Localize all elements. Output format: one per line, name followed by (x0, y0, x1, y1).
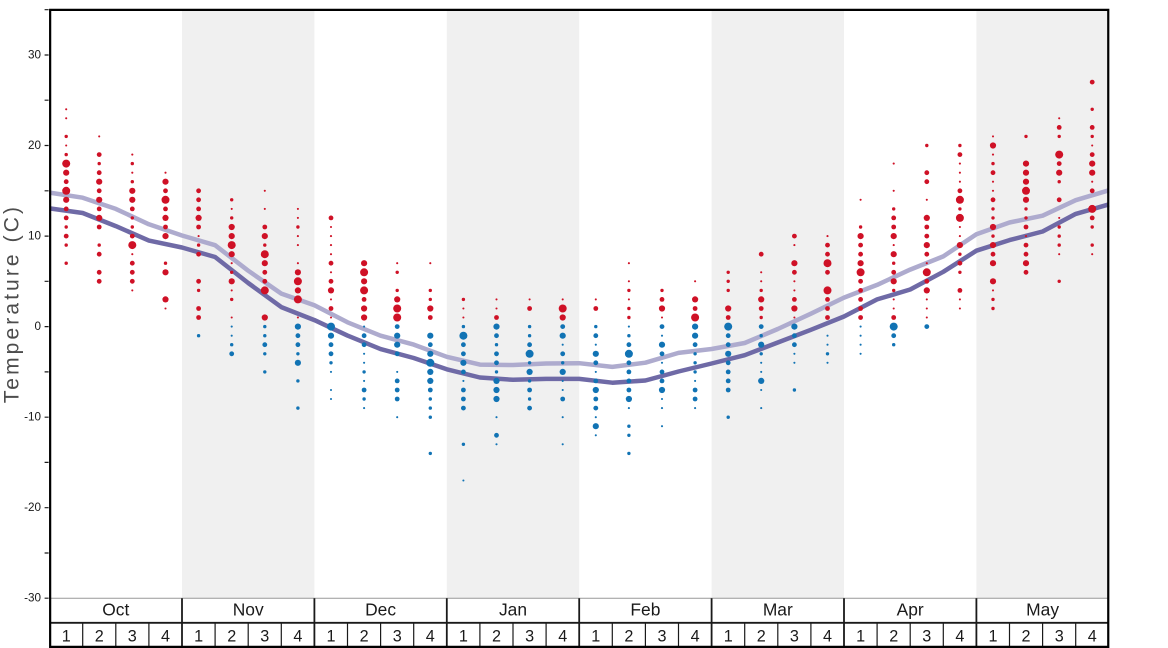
svg-text:Feb: Feb (630, 600, 660, 620)
svg-text:Apr: Apr (897, 600, 924, 620)
svg-text:1: 1 (724, 627, 733, 645)
svg-text:1: 1 (62, 627, 71, 645)
svg-text:4: 4 (691, 627, 700, 645)
svg-text:3: 3 (1055, 627, 1064, 645)
svg-text:2: 2 (889, 627, 898, 645)
svg-text:4: 4 (293, 627, 302, 645)
svg-text:3: 3 (393, 627, 402, 645)
svg-text:2: 2 (95, 627, 104, 645)
svg-text:30: 30 (28, 49, 42, 62)
svg-text:-10: -10 (24, 411, 41, 424)
svg-text:-20: -20 (24, 501, 41, 514)
svg-text:1: 1 (856, 627, 865, 645)
svg-text:4: 4 (161, 627, 170, 645)
svg-text:2: 2 (227, 627, 236, 645)
svg-text:1: 1 (459, 627, 468, 645)
svg-text:1: 1 (194, 627, 203, 645)
svg-text:Dec: Dec (365, 600, 396, 620)
svg-text:Jan: Jan (499, 600, 527, 620)
svg-text:10: 10 (28, 230, 42, 243)
svg-text:4: 4 (823, 627, 832, 645)
svg-text:2: 2 (757, 627, 766, 645)
svg-text:3: 3 (128, 627, 137, 645)
svg-text:3: 3 (260, 627, 269, 645)
svg-text:4: 4 (955, 627, 964, 645)
svg-text:1: 1 (326, 627, 335, 645)
svg-text:3: 3 (790, 627, 799, 645)
svg-text:Mar: Mar (763, 600, 793, 620)
svg-text:20: 20 (28, 139, 42, 152)
svg-text:0: 0 (34, 320, 41, 333)
svg-text:Oct: Oct (102, 600, 129, 620)
svg-text:3: 3 (525, 627, 534, 645)
svg-text:3: 3 (657, 627, 666, 645)
svg-text:1: 1 (591, 627, 600, 645)
svg-text:2: 2 (1021, 627, 1030, 645)
svg-text:-30: -30 (24, 592, 41, 605)
svg-text:2: 2 (360, 627, 369, 645)
svg-text:May: May (1026, 600, 1059, 620)
svg-text:3: 3 (922, 627, 931, 645)
svg-text:4: 4 (426, 627, 435, 645)
svg-text:2: 2 (624, 627, 633, 645)
svg-text:1: 1 (988, 627, 997, 645)
svg-text:4: 4 (1088, 627, 1097, 645)
svg-text:2: 2 (492, 627, 501, 645)
svg-text:4: 4 (558, 627, 567, 645)
svg-text:Nov: Nov (233, 600, 264, 620)
svg-text:Temperature (C): Temperature (C) (1, 204, 24, 403)
